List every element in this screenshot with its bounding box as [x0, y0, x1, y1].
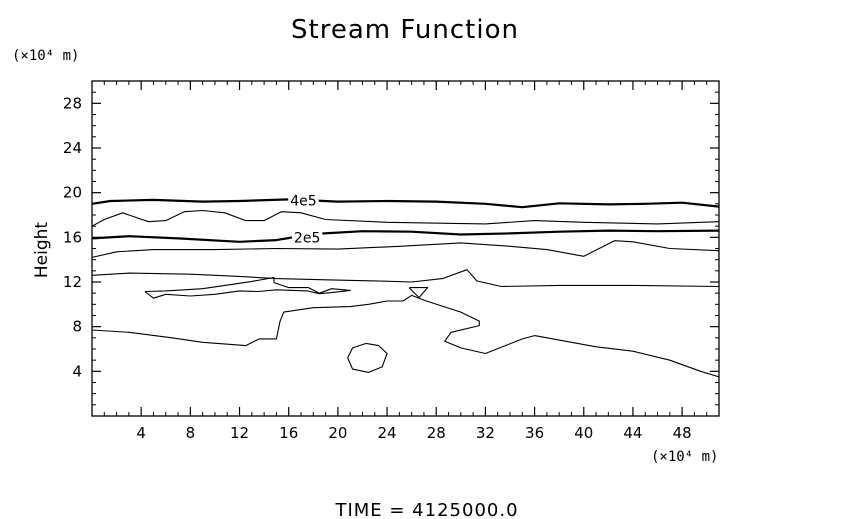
contour-level-label: 4e5 [290, 193, 316, 209]
y-tick-label: 20 [63, 184, 82, 202]
contour-label-background [288, 193, 319, 210]
y-tick-label: 24 [63, 139, 82, 157]
plot-frame [91, 80, 720, 417]
x-tick-label: 12 [230, 424, 249, 442]
contour-line-7 [91, 294, 720, 378]
x-tick-label: 44 [623, 424, 642, 442]
x-tick-label: 32 [476, 424, 495, 442]
y-tick-label: 16 [63, 228, 82, 246]
time-readout: TIME = 4125000.0 [334, 500, 518, 519]
contour-line-9 [408, 287, 429, 299]
contour-level-label: 2e5 [294, 230, 320, 246]
contour-line-2 [91, 229, 720, 243]
x-tick-label: 48 [673, 424, 692, 442]
contour-line-1 [91, 198, 720, 209]
chart-title: Stream Function [291, 15, 519, 45]
contour-label-background [291, 230, 323, 247]
y-tick-label: 28 [63, 94, 82, 112]
x-axis-unit-label: (×10⁴ m) [651, 449, 718, 465]
x-tick-label: 16 [279, 424, 298, 442]
contour-line-3 [91, 209, 720, 227]
contour-line-6 [144, 276, 351, 299]
x-tick-label: 20 [328, 424, 347, 442]
contour-line-8 [347, 342, 388, 373]
y-tick-label: 8 [72, 318, 82, 336]
x-tick-label: 40 [574, 424, 593, 442]
x-tick-label: 24 [378, 424, 397, 442]
x-tick-label: 28 [427, 424, 446, 442]
contour-line-4 [91, 240, 720, 258]
contour-line-5 [91, 269, 720, 288]
y-axis-label: Height [32, 222, 52, 279]
contour-lines: 4e5 2e5 [91, 193, 720, 378]
y-axis-unit-label: (×10⁴ m) [12, 48, 79, 64]
y-tick-label: 4 [72, 362, 82, 380]
x-tick-label: 4 [136, 424, 146, 442]
x-tick-label: 8 [186, 424, 196, 442]
x-tick-label: 36 [525, 424, 544, 442]
y-tick-label: 12 [63, 273, 82, 291]
